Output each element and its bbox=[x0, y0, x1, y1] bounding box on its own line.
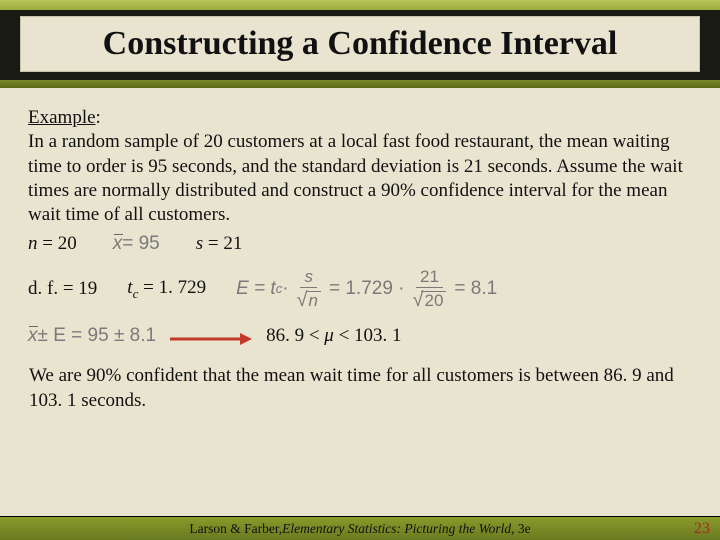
frac-num: s bbox=[300, 268, 317, 288]
xbar-given: x = 95 bbox=[113, 232, 160, 256]
problem-text: In a random sample of 20 customers at a … bbox=[28, 130, 692, 227]
given-row: n = 20 x = 95 s = 21 bbox=[28, 232, 692, 256]
E-mid2: = 1.729 · bbox=[329, 277, 405, 301]
s-value: 21 bbox=[223, 233, 242, 254]
interval-rest: ± E = 95 ± 8.1 bbox=[38, 324, 157, 348]
xbar-symbol-2: x bbox=[28, 324, 38, 348]
xbar-value: = 95 bbox=[122, 232, 160, 256]
sqrt-arg: n bbox=[306, 291, 321, 309]
footer-authors: Larson & Farber, bbox=[189, 521, 282, 537]
title-chip: Constructing a Confidence Interval bbox=[20, 16, 700, 72]
xbar-symbol: x bbox=[113, 232, 123, 256]
arrow-icon bbox=[170, 329, 252, 343]
calc-row: d. f. = 19 tc = 1. 729 E = tc · s √n = 1… bbox=[28, 268, 692, 310]
df-value: 19 bbox=[78, 278, 97, 299]
frac-21-over-sqrt20: 21 √20 bbox=[409, 268, 451, 310]
E-result: = 8.1 bbox=[454, 277, 497, 301]
frac2-num: 21 bbox=[416, 268, 443, 288]
E-mid1: · bbox=[282, 277, 288, 301]
frac-den: √n bbox=[293, 288, 325, 310]
E-formula: E = tc · s √n = 1.729 · 21 √20 = 8.1 bbox=[236, 268, 497, 310]
s-given: s = 21 bbox=[196, 232, 243, 256]
interval-text: 86. 9 < μ < 103. 1 bbox=[266, 325, 401, 346]
tc-given: tc = 1. 729 bbox=[127, 276, 206, 302]
df-given: d. f. = 19 bbox=[28, 277, 97, 301]
df-label: d. f. = bbox=[28, 278, 78, 299]
sqrt-arg2: 20 bbox=[421, 291, 446, 309]
header-olive-top bbox=[0, 0, 720, 10]
n-eq: = bbox=[38, 233, 58, 254]
example-heading: Example: bbox=[28, 106, 692, 130]
example-colon: : bbox=[96, 107, 101, 128]
E-prefix: E = t bbox=[236, 277, 276, 301]
header-olive-bottom bbox=[0, 80, 720, 88]
slide-content: Example: In a random sample of 20 custom… bbox=[0, 88, 720, 413]
footer-book: Elementary Statistics: Picturing the Wor… bbox=[282, 521, 511, 537]
page-number: 23 bbox=[694, 520, 710, 538]
n-value: 20 bbox=[58, 233, 77, 254]
interval-row: x ± E = 95 ± 8.1 86. 9 < μ < 103. 1 bbox=[28, 324, 692, 348]
s-eq: = bbox=[203, 233, 223, 254]
sqrt-20: √20 bbox=[413, 290, 447, 310]
interval-result: 86. 9 < μ < 103. 1 bbox=[266, 324, 401, 348]
sqrt-n: √n bbox=[297, 290, 321, 310]
n-given: n = 20 bbox=[28, 232, 77, 256]
slide-header: Constructing a Confidence Interval bbox=[0, 0, 720, 88]
frac2-den: √20 bbox=[409, 288, 451, 310]
footer-edition: , 3e bbox=[511, 521, 531, 537]
frac-s-over-sqrtn: s √n bbox=[293, 268, 325, 310]
example-label: Example bbox=[28, 107, 96, 128]
slide-title: Constructing a Confidence Interval bbox=[103, 25, 618, 63]
conclusion-text: We are 90% confident that the mean wait … bbox=[28, 364, 692, 413]
tc-value: 1. 729 bbox=[159, 277, 207, 298]
tc-eq: = bbox=[138, 277, 158, 298]
n-var: n bbox=[28, 233, 38, 254]
slide-footer: Larson & Farber, Elementary Statistics: … bbox=[0, 516, 720, 540]
interval-expr: x ± E = 95 ± 8.1 bbox=[28, 324, 156, 348]
